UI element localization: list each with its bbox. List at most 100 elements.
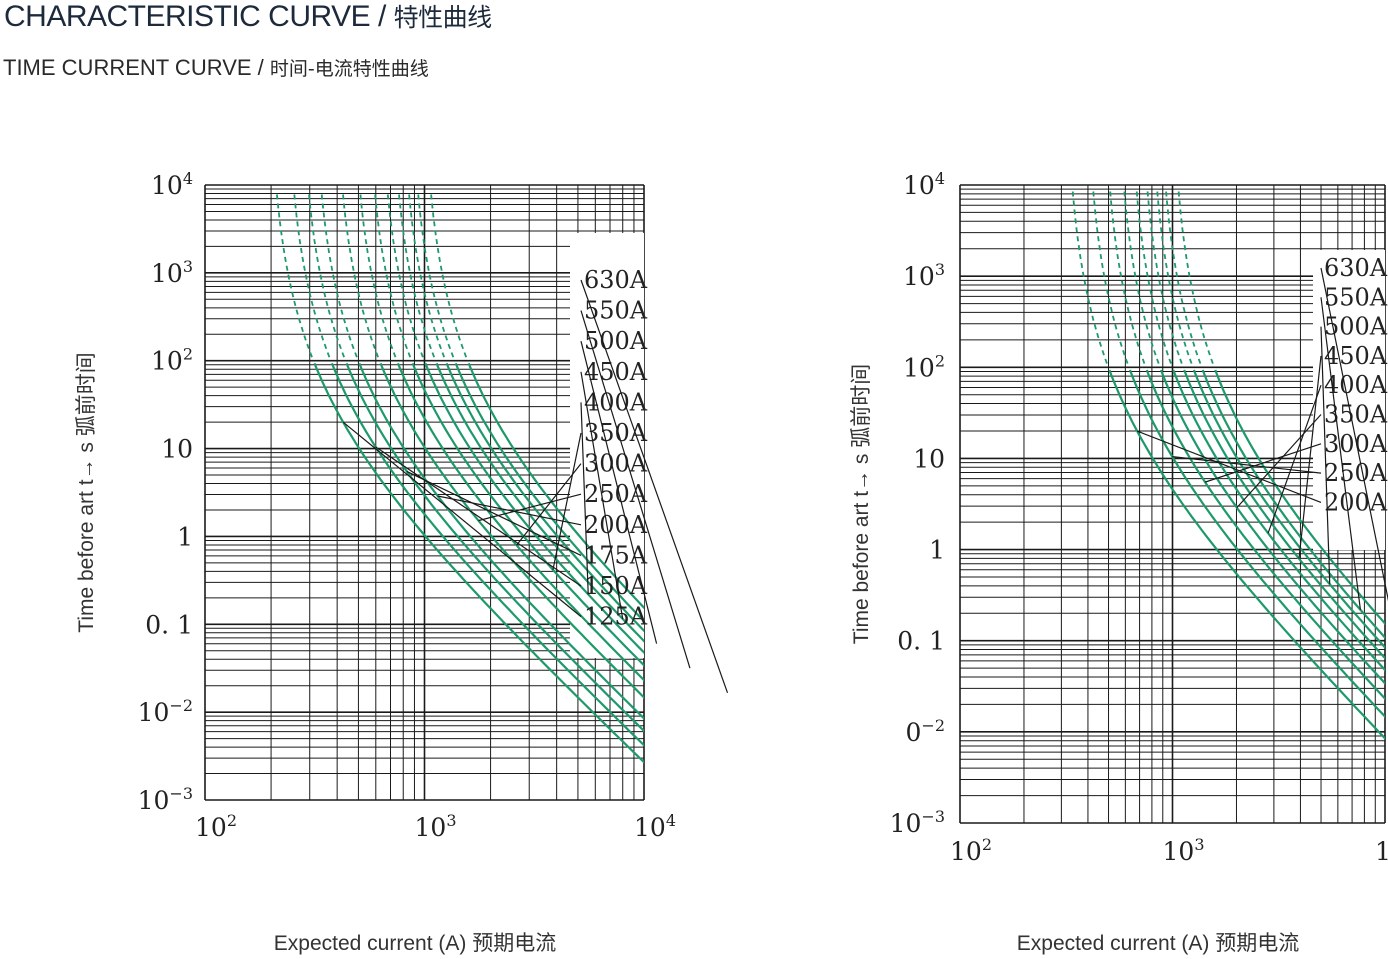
leader-line-500A	[580, 341, 658, 644]
curve-450A-dashed	[1146, 191, 1183, 364]
leader-line-630A	[580, 279, 729, 694]
leader-line-125A	[342, 421, 582, 618]
curves	[1071, 191, 1385, 741]
legend-panel	[570, 233, 644, 658]
curve-250A	[1128, 369, 1385, 719]
page-subtitle: TIME CURRENT CURVE / 时间-电流特性曲线	[3, 55, 429, 80]
leader-line-175A	[406, 470, 582, 556]
leader-line-350A	[1236, 414, 1322, 509]
curve-630A-dashed	[1177, 191, 1214, 364]
curve-500A	[445, 362, 644, 633]
y-tick-label: 1	[929, 536, 945, 565]
curve-350A	[411, 362, 644, 667]
curve-450A-dashed	[397, 191, 436, 358]
x-axis-label: Expected current (A) 预期电流	[274, 932, 556, 955]
series-label-250A: 250A	[584, 480, 648, 508]
curve-200A-dashed	[320, 191, 358, 358]
curve-450A	[1183, 369, 1385, 660]
leader-line-400A	[1267, 384, 1322, 534]
series-label-400A: 400A	[584, 388, 648, 416]
series-label-175A: 175A	[584, 541, 648, 569]
series-label-200A: 200A	[584, 511, 648, 539]
curve-300A-dashed	[1109, 191, 1146, 364]
y-tick-label: 102	[903, 351, 945, 382]
curve-300A	[1145, 369, 1385, 701]
curve-250A-dashed	[341, 191, 379, 358]
curve-200A-dashed	[1071, 191, 1108, 364]
leader-line-300A	[1204, 443, 1322, 483]
curve-400A	[1172, 369, 1385, 672]
y-tick-label: 10	[161, 435, 193, 464]
y-tick-label: 0. 1	[897, 627, 945, 656]
curve-250A-dashed	[1092, 191, 1129, 364]
curve-125A-dashed	[275, 191, 313, 358]
y-tick-label: 103	[903, 260, 945, 291]
y-tick-label: 103	[151, 257, 193, 288]
x-axis-label: Expected current (A) 预期电流	[1017, 932, 1299, 955]
y-tick-label: 10	[913, 444, 945, 473]
curve-550A-dashed	[1165, 191, 1202, 364]
curve-400A	[424, 362, 644, 655]
curve-350A	[1159, 369, 1385, 685]
curve-125A	[313, 362, 644, 764]
curve-150A-dashed	[293, 191, 331, 358]
page-title: CHARACTERISTIC CURVE / 特性曲线	[4, 0, 492, 33]
y-tick-label: 0. 1	[145, 610, 193, 639]
series-label-125A: 125A	[584, 603, 648, 631]
curve-400A-dashed	[1135, 191, 1172, 364]
curve-150A	[330, 362, 644, 747]
legend-panel	[1313, 250, 1385, 550]
curve-200A	[1108, 369, 1385, 741]
curve-300A	[396, 362, 644, 682]
x-tick-label: 103	[415, 811, 457, 842]
series-label-150A: 150A	[584, 572, 648, 600]
leader-line-400A	[580, 402, 589, 595]
series-label-550A: 550A	[584, 297, 648, 325]
y-tick-label: 104	[903, 169, 945, 200]
leader-line-450A	[580, 371, 624, 620]
grid	[959, 184, 1386, 824]
series-label-450A: 450A	[1324, 342, 1388, 370]
series-label-300A: 300A	[584, 450, 648, 478]
series-label-500A: 500A	[1324, 313, 1388, 341]
y-tick-label: 104	[151, 169, 193, 200]
curve-630A	[1214, 369, 1385, 626]
x-tick-label: 102	[950, 835, 992, 866]
curve-300A-dashed	[359, 191, 397, 358]
series-label-630A: 630A	[1324, 254, 1388, 282]
curve-250A	[379, 362, 644, 699]
curve-200A	[358, 362, 644, 720]
curve-400A-dashed	[386, 191, 424, 358]
curves	[275, 191, 644, 764]
series-label-250A: 250A	[1324, 459, 1388, 487]
y-tick-label: 1	[177, 522, 193, 551]
leader-line-200A	[1136, 430, 1322, 503]
x-tick-label: 102	[195, 811, 237, 842]
y-tick-label: 10−3	[138, 784, 193, 815]
grid	[204, 184, 645, 801]
curve-175A-dashed	[307, 191, 345, 358]
x-tick-label: 104	[634, 811, 676, 842]
leader-line-250A	[478, 493, 582, 522]
y-axis-label: Time before art t→ s 弧前时间	[75, 352, 98, 632]
y-tick-label: 0−2	[906, 716, 946, 747]
leader-line-550A	[580, 310, 691, 669]
y-tick-label: 10−3	[890, 807, 945, 838]
curve-550A	[454, 362, 644, 623]
curve-500A-dashed	[1156, 191, 1193, 364]
series-label-200A: 200A	[1324, 488, 1388, 516]
series-label-550A: 550A	[1324, 283, 1388, 311]
curve-630A	[467, 362, 644, 610]
leader-line-350A	[552, 432, 582, 570]
leader-line-630A	[1320, 267, 1388, 602]
series-label-630A: 630A	[584, 266, 648, 294]
leader-line-250A	[1172, 456, 1322, 474]
series-label-350A: 350A	[584, 419, 648, 447]
series-label-500A: 500A	[584, 327, 648, 355]
series-label-450A: 450A	[584, 358, 648, 386]
curve-350A-dashed	[1123, 191, 1160, 364]
curve-350A-dashed	[373, 191, 412, 358]
